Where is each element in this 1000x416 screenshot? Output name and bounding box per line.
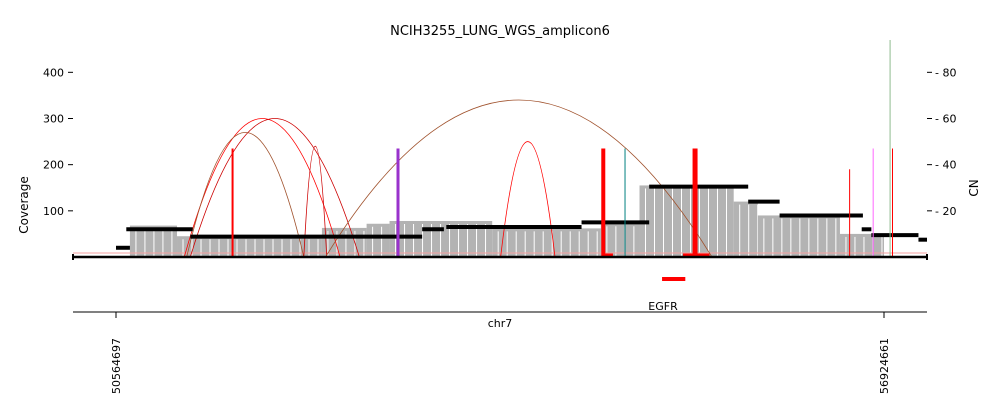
breakpoint-edge [189,118,360,258]
breakpoint-edge [325,99,713,258]
coverage-bar [639,185,734,257]
y-axis-label-right: CN [967,179,981,196]
x-tick-label: 56924661 [878,338,891,394]
y-tick-label-left: 200 [43,159,64,172]
y-tick-label-left: 100 [43,205,64,218]
chart-title: NCIH3255_LUNG_WGS_amplicon6 [390,24,610,39]
y-axis-label-left: Coverage [17,176,31,234]
y-tick-label-left: 300 [43,112,64,125]
coverage-bar [492,228,601,257]
y-tick-label-right: - 40 [935,159,956,172]
coverage-bar [177,236,322,257]
breakpoint-edge [303,145,328,258]
x-axis-label: chr7 [488,317,513,330]
coverage-bar [366,223,390,257]
coverage-bar [733,201,758,257]
gene-label: EGFR [648,300,678,313]
breakpoint-edge [500,141,556,258]
y-tick-label-right: - 20 [935,205,956,218]
x-tick-label: 50564697 [110,338,123,394]
y-tick-label-right: - 80 [935,66,956,79]
coverage-bar [839,233,884,257]
coverage-bar [321,227,367,257]
plot-area: 100 200 300 400 - 20 - 40 - 60 - 80 50564697 5692… [43,40,956,394]
y-tick-label-left: 400 [43,66,64,79]
y-tick-label-right: - 60 [935,112,956,125]
coverage-bar [757,215,840,257]
breakpoint-edge [183,118,341,258]
breakpoint-edge [186,131,305,258]
